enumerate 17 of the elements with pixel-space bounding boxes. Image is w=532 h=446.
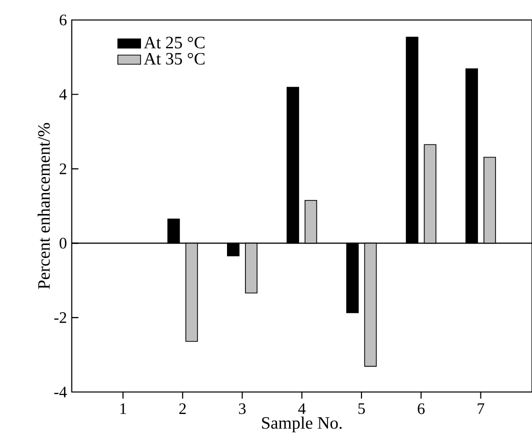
y-tick-label: 4 [59,89,67,100]
y-axis-title: Percent enhancement/% [38,123,50,289]
legend-label: At 25 °C [144,36,205,48]
x-tick-label: 5 [358,403,365,414]
legend-label: At 35 °C [144,52,205,65]
x-axis-title: Sample No. [262,416,342,432]
y-tick-label: 0 [60,238,66,249]
x-tick-label: 7 [478,403,484,414]
y-tick-label: -2 [54,312,66,323]
x-tick-label: 1 [120,403,126,414]
y-tick-label: 2 [60,163,66,174]
x-tick-label: 2 [179,403,186,414]
x-tick-label: 4 [298,403,306,414]
x-tick-label: 6 [418,403,425,414]
x-tick-label: 3 [239,403,246,414]
y-tick-label: -4 [54,386,67,398]
y-tick-label: 6 [60,14,67,26]
